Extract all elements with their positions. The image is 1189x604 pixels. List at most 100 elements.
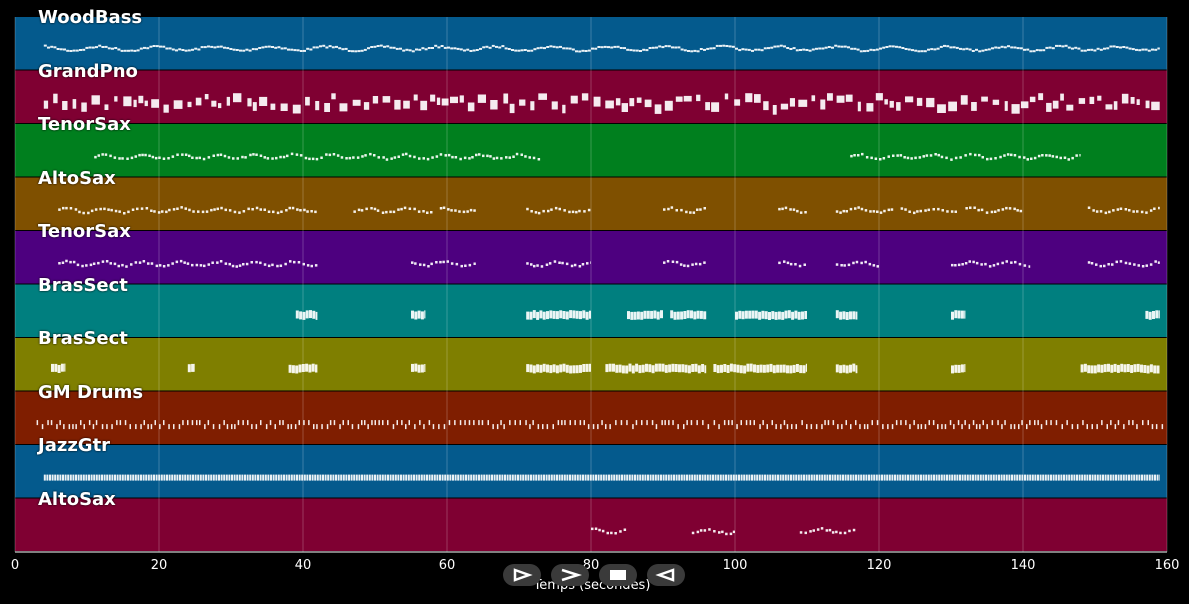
forward-button[interactable] xyxy=(551,564,589,586)
note xyxy=(431,474,434,481)
note xyxy=(562,363,566,372)
note xyxy=(113,262,117,266)
note xyxy=(280,210,283,213)
note xyxy=(991,47,994,50)
note xyxy=(352,156,355,159)
note xyxy=(259,261,262,265)
note xyxy=(605,424,607,430)
note xyxy=(946,210,949,213)
note xyxy=(467,474,470,481)
note xyxy=(80,474,83,481)
note xyxy=(503,424,505,430)
note xyxy=(234,424,236,430)
note xyxy=(954,364,958,373)
stop-button[interactable] xyxy=(599,564,637,586)
note xyxy=(378,420,380,426)
note xyxy=(53,46,57,49)
note xyxy=(683,95,692,102)
note xyxy=(1140,364,1143,373)
note xyxy=(69,260,72,264)
note xyxy=(74,208,78,211)
note xyxy=(1105,104,1113,110)
note xyxy=(572,365,576,374)
note xyxy=(573,263,577,267)
note xyxy=(1055,474,1058,481)
note xyxy=(223,420,225,426)
note xyxy=(195,263,199,267)
note xyxy=(490,100,498,110)
note xyxy=(735,474,738,481)
note xyxy=(51,474,54,481)
note xyxy=(671,363,675,372)
note xyxy=(426,211,429,214)
note xyxy=(410,474,413,481)
note xyxy=(720,364,723,373)
note xyxy=(1107,474,1110,481)
note xyxy=(640,311,644,320)
note xyxy=(1023,264,1027,267)
note xyxy=(570,95,578,104)
note xyxy=(285,209,288,212)
note xyxy=(727,474,730,481)
note xyxy=(810,474,813,481)
note xyxy=(571,48,575,51)
note xyxy=(1156,365,1160,374)
note xyxy=(619,530,622,533)
note xyxy=(849,311,852,320)
note xyxy=(72,260,76,264)
note xyxy=(845,365,849,374)
note xyxy=(496,424,499,430)
note xyxy=(1135,48,1138,51)
note xyxy=(662,474,665,481)
note xyxy=(159,45,162,48)
note xyxy=(150,262,154,265)
note xyxy=(873,474,876,481)
note xyxy=(420,311,424,320)
play-button[interactable] xyxy=(503,564,541,586)
note xyxy=(805,474,808,481)
note xyxy=(1067,46,1071,49)
note xyxy=(244,474,246,481)
note xyxy=(305,96,310,106)
note xyxy=(163,104,169,113)
note xyxy=(158,474,161,481)
note xyxy=(621,474,623,481)
note xyxy=(855,420,857,426)
note xyxy=(802,48,806,51)
note xyxy=(93,474,96,481)
track-name: GrandPno xyxy=(38,60,138,82)
note xyxy=(868,262,872,266)
note xyxy=(870,474,873,481)
note xyxy=(82,211,85,215)
note xyxy=(972,260,975,264)
note xyxy=(683,424,685,430)
note xyxy=(173,474,176,481)
note xyxy=(987,48,991,51)
note xyxy=(857,206,860,209)
note xyxy=(184,474,187,481)
note xyxy=(1005,206,1008,210)
note xyxy=(644,474,647,481)
note xyxy=(683,311,687,319)
note xyxy=(741,311,745,320)
note xyxy=(1114,424,1117,430)
note xyxy=(922,155,925,158)
note xyxy=(218,424,221,430)
note xyxy=(397,474,400,481)
rewind-button[interactable] xyxy=(647,564,685,586)
note xyxy=(808,474,811,481)
note xyxy=(454,474,457,481)
note xyxy=(82,474,85,481)
note xyxy=(332,474,335,481)
note xyxy=(892,154,895,157)
note xyxy=(558,474,561,481)
note xyxy=(315,46,319,49)
note xyxy=(238,211,241,214)
note xyxy=(835,263,839,266)
note xyxy=(920,50,924,53)
note xyxy=(459,157,462,161)
note xyxy=(556,474,558,481)
note xyxy=(950,158,953,161)
note xyxy=(783,260,786,263)
note xyxy=(635,420,638,426)
